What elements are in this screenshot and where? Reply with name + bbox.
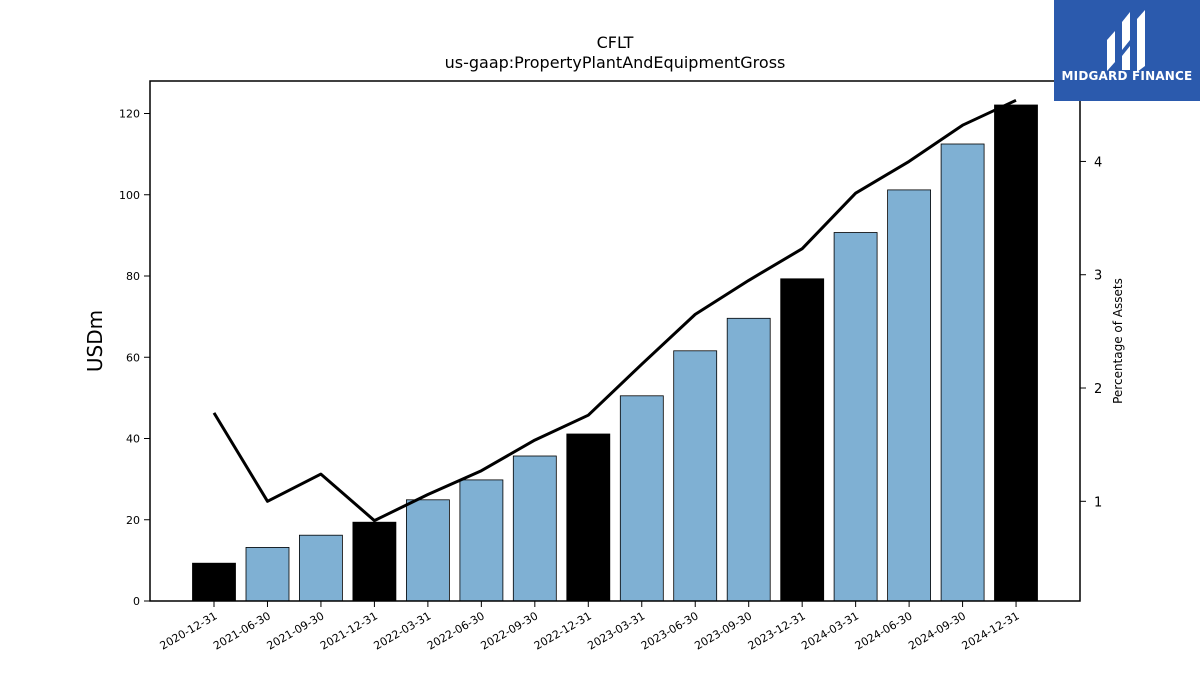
x-tick-label: 2023-03-31 — [585, 609, 647, 652]
y-tick-label: 120 — [119, 108, 140, 121]
bar — [940, 143, 985, 602]
bar — [459, 479, 504, 602]
y-axis-label: USDm — [83, 310, 107, 372]
x-tick-label: 2023-09-30 — [692, 609, 754, 652]
line-layer — [212, 98, 1017, 523]
y2-tick-label: 3 — [1094, 269, 1102, 284]
y2-tick-label: 1 — [1094, 495, 1102, 510]
y-tick-label: 100 — [119, 189, 140, 202]
bar — [512, 455, 557, 602]
y-axis-right: 1 2 3 4 — [1080, 155, 1102, 510]
x-tick-label: 2022-09-30 — [478, 609, 540, 652]
x-tick-label: 2024-12-31 — [960, 609, 1022, 652]
brand-logo: MIDGARD FINANCE — [1054, 0, 1200, 101]
x-tick-label: 2021-12-31 — [318, 609, 380, 652]
bar — [887, 189, 931, 602]
bar — [192, 562, 236, 602]
bar — [566, 433, 611, 602]
x-tick-label: 2024-06-30 — [853, 609, 915, 652]
bar-layer — [192, 104, 1038, 602]
x-tick-label: 2021-06-30 — [211, 609, 273, 652]
plot-frame — [149, 80, 1081, 602]
x-tick-label: 2022-03-31 — [372, 609, 434, 652]
y-tick-label: 20 — [126, 514, 140, 527]
x-tick-label: 2023-06-30 — [639, 609, 701, 652]
bar — [780, 278, 825, 602]
bar — [405, 499, 450, 602]
bar — [726, 317, 771, 602]
x-axis: 2020-12-312021-06-302021-09-302021-12-31… — [158, 601, 1022, 653]
y-tick-label: 0 — [133, 595, 140, 608]
x-tick-label: 2022-12-31 — [532, 609, 594, 652]
midgard-logo-icon — [1107, 10, 1145, 72]
y-tick-label: 40 — [126, 433, 140, 446]
bar — [673, 350, 718, 602]
bar — [619, 395, 664, 602]
x-tick-label: 2024-03-31 — [799, 609, 861, 652]
x-tick-label: 2024-09-30 — [906, 609, 968, 652]
y-tick-label: 80 — [126, 270, 140, 283]
series-line — [212, 98, 1017, 523]
x-tick-label: 2022-06-30 — [425, 609, 487, 652]
y2-tick-label: 4 — [1094, 155, 1102, 170]
chart-subtitle: us-gaap:PropertyPlantAndEquipmentGross — [445, 53, 786, 72]
y-axis-left: 0 20 40 60 80 100 120 — [119, 108, 150, 608]
bar — [833, 232, 878, 602]
brand-name: MIDGARD FINANCE — [1061, 69, 1193, 83]
chart-title: CFLT — [597, 33, 634, 52]
bar — [994, 104, 1038, 602]
x-tick-label: 2021-09-30 — [265, 609, 327, 652]
y2-tick-label: 2 — [1094, 382, 1102, 397]
x-tick-label: 2023-12-31 — [746, 609, 808, 652]
y2-axis-label: Percentage of Assets — [1111, 278, 1125, 404]
x-tick-label: 2020-12-31 — [158, 609, 220, 652]
bar — [352, 521, 397, 602]
bar — [245, 547, 290, 602]
y-tick-label: 60 — [126, 351, 140, 364]
bar — [298, 534, 343, 602]
